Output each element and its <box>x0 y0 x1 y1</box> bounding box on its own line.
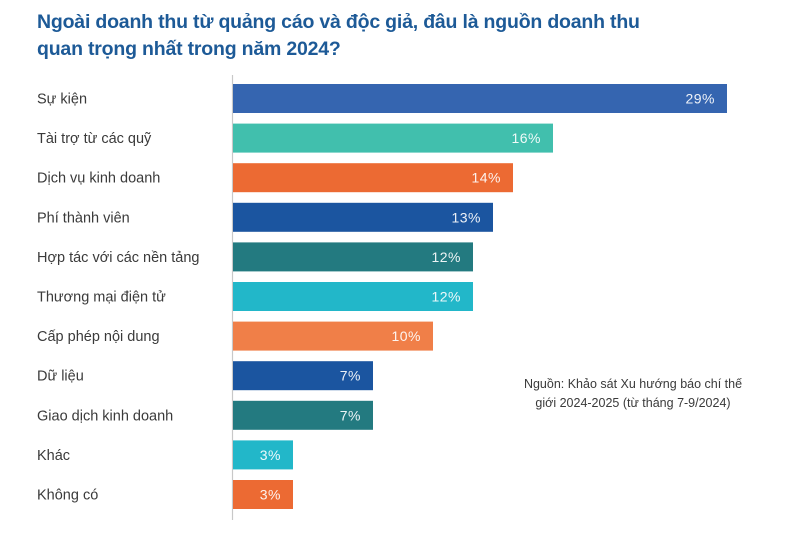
source-line-1: Nguồn: Khảo sát Xu hướng báo chí thế <box>523 377 743 391</box>
category-label: Dịch vụ kinh doanh <box>37 171 160 187</box>
value-label: 7% <box>340 407 361 423</box>
category-label: Tài trợ từ các quỹ <box>37 131 152 147</box>
chart-title: Ngoài doanh thu từ quảng cáo và độc giả,… <box>37 9 657 63</box>
value-label: 10% <box>391 328 421 344</box>
value-label: 7% <box>340 368 361 384</box>
value-label: 12% <box>431 249 461 265</box>
category-label: Thương mại điện tử <box>37 290 166 306</box>
bar-2 <box>233 163 513 193</box>
category-label: Khác <box>37 448 70 464</box>
bar-10 <box>233 480 293 509</box>
category-label: Không có <box>37 488 98 504</box>
bar-0 <box>233 84 727 113</box>
source-annotation: Nguồn: Khảo sát Xu hướng báo chí thế giớ… <box>508 375 758 413</box>
bar-7 <box>233 361 373 391</box>
value-label: 3% <box>260 447 281 463</box>
category-label: Phí thành viên <box>37 210 130 226</box>
value-label: 13% <box>451 209 481 225</box>
category-label: Cấp phép nội dung <box>37 329 160 345</box>
chart-title-line-1: Ngoài doanh thu từ quảng cáo và độc giả,… <box>37 11 640 33</box>
bar-5 <box>233 282 473 311</box>
value-label: 29% <box>685 91 715 107</box>
category-label: Hợp tác với các nền tảng <box>37 250 200 266</box>
bar-1 <box>233 123 553 153</box>
bar-4 <box>233 242 473 272</box>
source-line-2: giới 2024-2025 (từ tháng 7-9/2024) <box>535 396 731 410</box>
bars-group: Sự kiện 29% Tài trợ từ các quỹ 16% Dịch vụ k… <box>37 84 727 509</box>
bar-9 <box>233 440 293 470</box>
value-label: 3% <box>260 487 281 503</box>
value-label: 16% <box>511 130 541 146</box>
chart-title-line-2: quan trọng nhất trong năm 2024? <box>37 38 341 60</box>
bar-6 <box>233 321 433 351</box>
bar-3 <box>233 202 493 232</box>
value-label: 14% <box>471 170 501 186</box>
bar-8 <box>233 400 373 430</box>
value-label: 12% <box>431 289 461 305</box>
category-label: Giao dịch kinh doanh <box>37 408 173 424</box>
category-label: Dữ liệu <box>37 369 84 385</box>
category-label: Sự kiện <box>37 92 87 108</box>
